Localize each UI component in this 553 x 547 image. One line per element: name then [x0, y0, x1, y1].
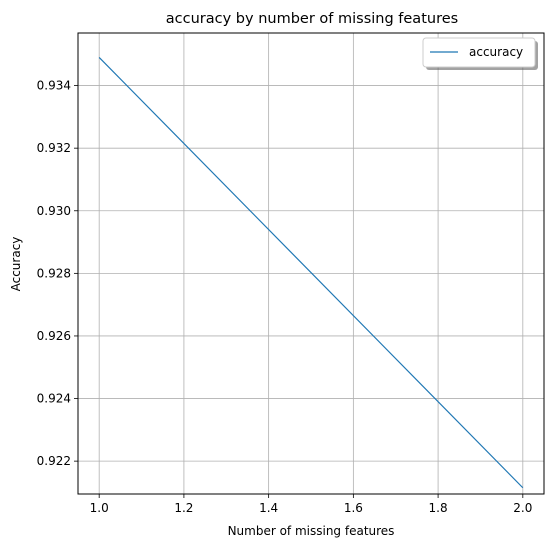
y-tick-label: 0.922: [37, 454, 71, 468]
legend-label-accuracy: accuracy: [469, 45, 523, 59]
x-tick-label: 1.2: [174, 501, 193, 515]
x-tick-label: 1.6: [344, 501, 363, 515]
series-layer: [98, 56, 524, 489]
y-tick-label: 0.934: [37, 79, 71, 93]
x-tick-label: 2.0: [513, 501, 532, 515]
x-tick-label: 1.0: [90, 501, 109, 515]
chart-title: accuracy by number of missing features: [166, 11, 458, 27]
y-axis-label: Accuracy: [9, 237, 23, 292]
series-line-accuracy: [98, 56, 524, 489]
plot-frame: [77, 32, 545, 495]
y-tick-label: 0.924: [37, 392, 71, 406]
y-tick-label: 0.928: [37, 266, 71, 280]
x-axis-label: Number of missing features: [228, 524, 395, 538]
legend-box: [422, 37, 536, 68]
legend: accuracy: [422, 37, 538, 70]
x-tick-label: 1.4: [259, 501, 278, 515]
x-tick-label: 1.8: [429, 501, 448, 515]
y-tick-label: 0.926: [37, 329, 71, 343]
y-tick-label: 0.930: [37, 204, 71, 218]
ticks: 1.0 1.2 1.4 1.6 1.8 2.0 0.922 0.924 0.926 0.928 0.…: [37, 79, 533, 515]
y-tick-label: 0.932: [37, 141, 71, 155]
